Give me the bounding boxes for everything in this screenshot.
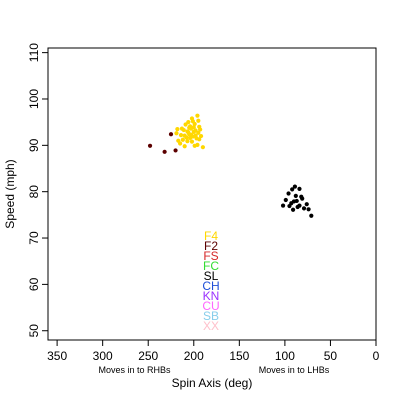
data-point-f4 [197,137,202,142]
data-point-sl [290,207,296,212]
data-point-f4 [175,127,180,132]
data-point-f4 [198,127,203,132]
x-tick-label: 50 [324,349,338,363]
data-point-f4 [193,128,198,133]
x-tick-label: 100 [275,349,295,363]
legend-entry: KN [203,289,220,303]
plot-area: 350 300 250 200 150 100 50 0 50 60 70 80 90 100 110 Spi… [3,43,380,390]
legend-entry: SL [204,269,219,283]
data-point-f4 [195,113,200,118]
data-point-sl [306,207,311,212]
data-point-sl [301,206,307,211]
data-point-f4 [189,116,195,121]
y-tick-label: 80 [27,185,41,199]
data-point-sl [299,194,304,199]
legend-entry: F2 [204,239,218,253]
data-point-f4 [200,145,205,150]
x-tick-label: 0 [373,349,380,363]
data-point-f4 [183,122,188,127]
data-point-f4 [188,135,193,141]
data-point-f4 [187,125,192,130]
legend-entry: XX [203,319,219,333]
data-point-sl [291,199,297,204]
data-point-f4 [198,133,204,139]
legend-entry: SB [203,309,219,323]
data-point-f4 [184,135,189,140]
data-point-f4 [191,125,196,130]
data-point-sl [287,203,292,209]
data-point-f2 [173,148,178,153]
y-tick-label: 110 [27,43,41,62]
data-point-f4 [179,126,185,131]
y-tick-label: 100 [27,89,41,109]
x-tick-label: 250 [138,349,158,363]
legend-entry: FC [203,259,219,273]
data-point-sl [290,187,295,192]
data-point-f4 [193,133,198,138]
plot-frame [47,47,377,341]
data-point-f4 [180,137,185,142]
data-point-sl [283,197,288,203]
data-point-f2 [147,143,153,148]
axis-annotation: Moves in to LHBs [259,365,330,375]
data-point-f4 [186,130,191,135]
data-point-f4 [186,120,191,125]
legend-entry: F4 [204,229,218,243]
data-point-sl [297,186,302,192]
legend-entry: CH [202,279,219,293]
data-point-f4 [185,139,190,144]
legend-entry: FS [203,249,218,263]
x-axis-label: Spin Axis (deg) [172,376,253,390]
data-point-f4 [196,130,201,135]
y-tick-label: 70 [27,231,41,245]
data-point-f2 [162,149,167,154]
data-point-sl [293,193,298,198]
y-tick-label: 90 [27,138,41,152]
data-point-sl [286,191,291,196]
data-point-f4 [174,131,179,136]
data-point-f4 [192,143,197,148]
legend-entry: CU [202,299,219,313]
y-axis-label: Speed (mph) [3,159,17,228]
data-point-f4 [189,139,195,144]
axis-annotation: Moves in to RHBs [99,365,172,375]
data-point-f4 [192,121,197,127]
data-point-sl [304,202,309,207]
x-tick-label: 350 [47,349,67,363]
data-point-f4 [182,144,187,149]
x-tick-label: 300 [93,349,113,363]
data-point-f4 [176,138,181,143]
data-point-f4 [188,132,194,137]
data-point-f4 [178,133,184,138]
data-point-sl [297,203,302,208]
data-point-sl [309,213,314,218]
y-tick-label: 50 [27,324,41,338]
data-point-f2 [168,132,174,137]
x-tick-label: 150 [229,349,249,363]
data-point-sl [292,184,298,189]
data-point-sl [280,203,286,208]
data-point-f4 [196,118,201,123]
x-tick-label: 200 [184,349,204,363]
y-tick-label: 60 [27,277,41,291]
